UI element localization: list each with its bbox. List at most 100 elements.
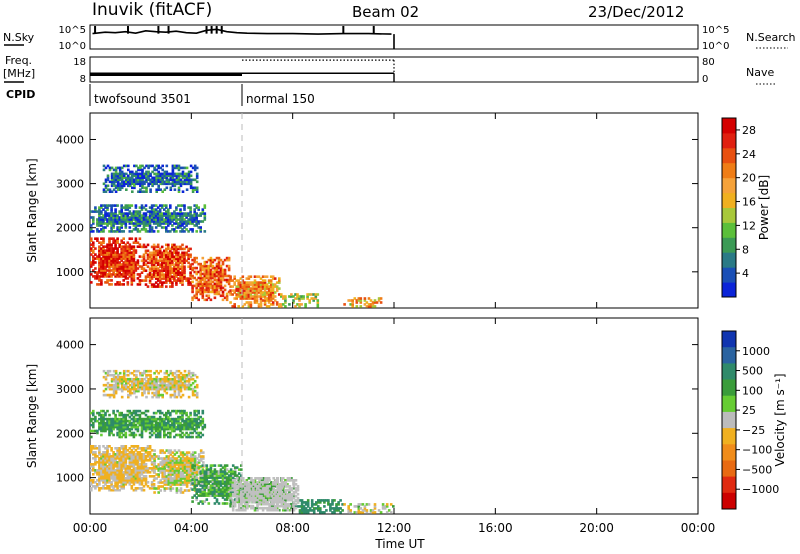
velocity-cell-3 bbox=[249, 483, 253, 486]
velocity-cell-0 bbox=[120, 465, 123, 468]
power-cell-7 bbox=[191, 178, 195, 182]
power-cell-1 bbox=[175, 269, 178, 272]
power-cell-6 bbox=[171, 224, 174, 227]
power-cell-0 bbox=[110, 265, 113, 268]
velocity-cell-0 bbox=[114, 471, 117, 474]
power-cell-0 bbox=[108, 243, 111, 246]
power-cell-6 bbox=[197, 226, 200, 229]
velocity-cell-7 bbox=[114, 383, 118, 387]
power-cell-6 bbox=[144, 218, 148, 221]
power-cell-1 bbox=[171, 247, 174, 251]
power-cell-7 bbox=[135, 170, 138, 174]
power-cell-3 bbox=[261, 299, 265, 302]
velocity-cell-2 bbox=[215, 482, 219, 485]
power-cell-0 bbox=[102, 267, 105, 270]
power-cell-0 bbox=[118, 255, 121, 258]
velocity-cell-1 bbox=[175, 473, 179, 476]
velocity-cell-3 bbox=[263, 490, 267, 494]
velocity-cell-0 bbox=[130, 453, 134, 456]
velocity-cell-0 bbox=[130, 475, 134, 478]
power-cell-0 bbox=[126, 267, 130, 270]
power-cell-0 bbox=[104, 251, 107, 254]
velocity-cell-1 bbox=[199, 449, 203, 452]
power-cell-0 bbox=[130, 253, 134, 256]
power-cell-0 bbox=[100, 251, 103, 254]
velocity-cell-0 bbox=[96, 485, 99, 488]
velocity-cell-1 bbox=[181, 477, 185, 480]
power-cell-3 bbox=[263, 295, 267, 298]
velocity-cell-2 bbox=[195, 484, 198, 487]
velocity-cell-0 bbox=[142, 477, 146, 480]
power-cell-6 bbox=[191, 216, 194, 219]
power-cell-0 bbox=[116, 253, 119, 256]
power-cell-0 bbox=[110, 279, 113, 282]
velocity-cell-0 bbox=[106, 485, 109, 488]
power-cell-2 bbox=[207, 280, 211, 284]
velocity-cell-7 bbox=[135, 389, 138, 393]
velocity-cell-6 bbox=[134, 411, 138, 415]
power-cell-0 bbox=[104, 273, 107, 276]
velocity-cell-6 bbox=[152, 417, 156, 421]
velocity-cell-0 bbox=[92, 469, 95, 472]
velocity-cell-1 bbox=[179, 477, 183, 480]
velocity-cell-6 bbox=[144, 417, 148, 421]
power-cell-0 bbox=[126, 255, 130, 258]
power-cell-3 bbox=[245, 281, 249, 284]
power-cell-3 bbox=[269, 275, 273, 278]
velocity-cell-2 bbox=[199, 474, 202, 477]
velocity-cell-0 bbox=[122, 449, 125, 452]
velocity-cell-6 bbox=[160, 427, 164, 431]
velocity-cell-4 bbox=[296, 505, 300, 508]
power-cell-3 bbox=[261, 279, 265, 282]
power-cell-1 bbox=[169, 275, 172, 278]
velocity-cell-1 bbox=[181, 467, 185, 470]
power-cell-1 bbox=[154, 249, 158, 253]
velocity-cell-7 bbox=[120, 383, 124, 387]
power-cell-1 bbox=[160, 259, 164, 263]
velocity-cell-3 bbox=[265, 479, 269, 482]
velocity-cell-7 bbox=[157, 387, 160, 391]
velocity-cell-7 bbox=[159, 379, 162, 383]
velocity-cell-0 bbox=[150, 467, 154, 470]
power-cell-2 bbox=[209, 258, 213, 262]
velocity-cell-7 bbox=[169, 395, 173, 399]
velocity-cell-4 bbox=[327, 503, 330, 506]
velocity-cell-0 bbox=[118, 475, 121, 478]
velocity-cell-3 bbox=[282, 508, 285, 512]
power-cell-2 bbox=[203, 270, 207, 274]
velocity-cell-3 bbox=[251, 485, 255, 488]
power-cell-2 bbox=[201, 268, 205, 272]
velocity-cell-0 bbox=[134, 461, 138, 464]
velocity-cell-7 bbox=[155, 377, 158, 381]
velocity-cell-3 bbox=[231, 504, 234, 508]
velocity-cell-4 bbox=[333, 511, 336, 514]
velocity-cell-6 bbox=[124, 427, 128, 431]
power-cell-0 bbox=[106, 255, 109, 258]
power-cell-6 bbox=[185, 228, 188, 231]
power-cell-7 bbox=[141, 186, 144, 190]
power-cell-0 bbox=[132, 277, 136, 280]
power-cell-3 bbox=[278, 293, 281, 296]
velocity-cell-6 bbox=[102, 409, 105, 413]
velocity-cell-7 bbox=[181, 375, 185, 379]
power-cell-7 bbox=[183, 166, 187, 170]
power-cell-0 bbox=[102, 241, 105, 244]
velocity-cell-4 bbox=[323, 505, 326, 508]
power-cell-1 bbox=[179, 257, 182, 261]
power-cell-0 bbox=[90, 261, 93, 264]
power-cell-0 bbox=[102, 245, 105, 248]
power-cell-6 bbox=[173, 228, 176, 231]
power-cell-6 bbox=[181, 212, 184, 215]
velocity-cell-1 bbox=[167, 481, 171, 484]
velocity-cell-7 bbox=[155, 369, 158, 373]
power-cell-7 bbox=[145, 188, 148, 191]
velocity-cell-6 bbox=[158, 409, 162, 413]
power-cell-7 bbox=[143, 176, 146, 180]
velocity-cell-1 bbox=[167, 471, 171, 474]
velocity-cell-7 bbox=[139, 381, 142, 385]
velocity-cell-7 bbox=[171, 381, 175, 385]
velocity-cell-1 bbox=[171, 481, 175, 484]
power-cell-0 bbox=[98, 269, 101, 272]
velocity-cell-0 bbox=[142, 475, 146, 478]
velocity-cell-6 bbox=[150, 425, 154, 429]
